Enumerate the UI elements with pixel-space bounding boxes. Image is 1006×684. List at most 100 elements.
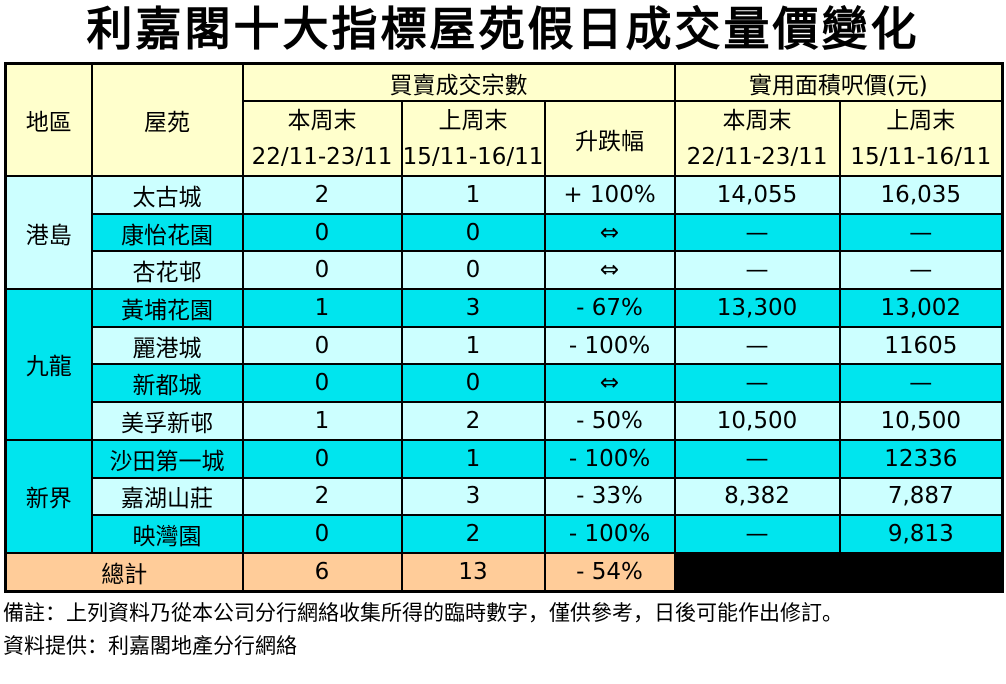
tx-last-cell: 3	[400, 288, 546, 328]
price-last-cell: —	[838, 363, 1004, 404]
tx-this-cell: 0	[241, 250, 403, 291]
header-tx-last-weekend: 上周末 15/11-16/11	[400, 100, 546, 177]
change-cell: - 100%	[543, 514, 676, 554]
header-transactions-group: 買賣成交宗數	[241, 62, 676, 102]
price-this-cell: —	[673, 325, 841, 366]
price-this-cell: 8,382	[673, 476, 841, 517]
note-line-1: 備註：上列資料乃從本公司分行網絡收集所得的臨時數字，僅供參考，日後可能作出修訂。	[3, 600, 843, 625]
change-cell: ⇔	[543, 363, 676, 404]
estate-cell: 杏花邨	[90, 250, 244, 291]
tx-last-cell: 0	[400, 363, 546, 404]
table-row: 杏花邨 0 0 ⇔ — —	[6, 250, 1004, 291]
price-last-cell: —	[838, 212, 1004, 253]
table-row: 康怡花園 0 0 ⇔ — —	[6, 212, 1004, 253]
district-cell-new-territories: 新界	[4, 438, 93, 554]
tx-this-cell: 2	[241, 476, 403, 517]
change-cell: - 33%	[543, 476, 676, 517]
header-price-last-weekend-label: 上周末	[886, 107, 956, 134]
table-body: 港島 太古城 2 1 + 100% 14,055 16,035 康怡花園 0 0…	[4, 174, 1004, 554]
tx-this-cell: 0	[241, 325, 403, 366]
header-price-last-weekend-dates: 15/11-16/11	[850, 143, 992, 170]
table-header: 地區 屋苑 買賣成交宗數 實用面積呎價(元) 本周末 22/11-23/11 上…	[4, 62, 1004, 177]
price-last-cell: 9,813	[838, 514, 1004, 554]
header-tx-this-weekend: 本周末 22/11-23/11	[241, 100, 403, 177]
table-row: 映灣園 0 2 - 100% — 9,813	[6, 514, 1004, 554]
district-cell-kowloon: 九龍	[4, 288, 93, 441]
price-this-cell: —	[673, 438, 841, 479]
estate-cell: 美孚新邨	[90, 401, 244, 441]
header-price-this-weekend: 本周末 22/11-23/11	[673, 100, 841, 177]
header-price-this-weekend-label: 本周末	[722, 107, 792, 134]
header-estate: 屋苑	[90, 62, 244, 177]
price-this-cell: 13,300	[673, 288, 841, 328]
header-tx-last-weekend-label: 上周末	[438, 107, 508, 134]
change-cell: ⇔	[543, 250, 676, 291]
header-tx-last-weekend-dates: 15/11-16/11	[402, 143, 544, 170]
price-last-cell: 7,887	[838, 476, 1004, 517]
tx-last-cell: 1	[400, 175, 546, 215]
table-row: 九龍 黃埔花園 1 3 - 67% 13,300 13,002	[4, 288, 1004, 441]
price-this-cell: —	[673, 212, 841, 253]
table-row: 美孚新邨 1 2 - 50% 10,500 10,500	[6, 401, 1004, 441]
table-row: 新界 沙田第一城 0 1 - 100% — 12336	[4, 438, 1004, 554]
estate-cell: 麗港城	[90, 325, 244, 366]
tx-last-cell: 2	[400, 401, 546, 441]
header-tx-this-weekend-label: 本周末	[287, 107, 357, 134]
price-this-cell: —	[673, 514, 841, 554]
tx-last-cell: 2	[400, 514, 546, 554]
tx-last-cell: 0	[400, 250, 546, 291]
header-change: 升跌幅	[543, 100, 676, 177]
estates-table: 地區 屋苑 買賣成交宗數 實用面積呎價(元) 本周末 22/11-23/11 上…	[4, 62, 1005, 593]
tx-last-cell: 0	[400, 212, 546, 253]
tx-this-cell: 0	[241, 212, 403, 253]
note-line-2: 資料提供：利嘉閣地產分行網絡	[3, 633, 297, 658]
page-title: 利嘉閣十大指標屋苑假日成交量價變化	[86, 2, 920, 56]
estate-cell: 新都城	[90, 363, 244, 404]
estate-cell: 黃埔花園	[90, 288, 244, 328]
header-price-group: 實用面積呎價(元)	[673, 62, 1004, 102]
change-cell: - 50%	[543, 401, 676, 441]
total-tx-this-cell: 6	[241, 551, 403, 593]
total-label-cell: 總計	[4, 551, 244, 593]
change-cell: - 100%	[543, 325, 676, 366]
tx-this-cell: 0	[241, 514, 403, 554]
change-cell: ⇔	[543, 212, 676, 253]
footnotes: 備註：上列資料乃從本公司分行網絡收集所得的臨時數字，僅供參考，日後可能作出修訂。…	[3, 600, 1006, 659]
table-row: 麗港城 0 1 - 100% — 11605	[6, 325, 1004, 366]
estate-cell: 太古城	[90, 175, 244, 215]
price-last-cell: —	[838, 250, 1004, 291]
change-cell: - 100%	[543, 438, 676, 479]
table-row: 新都城 0 0 ⇔ — —	[6, 363, 1004, 404]
total-row: 總計 6 13 - 54%	[4, 551, 1004, 593]
table-footer: 總計 6 13 - 54%	[4, 551, 1004, 593]
table-row: 港島 太古城 2 1 + 100% 14,055 16,035	[4, 174, 1004, 291]
tx-this-cell: 1	[241, 401, 403, 441]
header-tx-this-weekend-dates: 22/11-23/11	[251, 143, 393, 170]
price-last-cell: 12336	[838, 438, 1004, 479]
tx-last-cell: 1	[400, 325, 546, 366]
blackout-cell	[673, 551, 841, 593]
tx-last-cell: 3	[400, 476, 546, 517]
price-last-cell: 16,035	[838, 175, 1004, 215]
price-this-cell: 10,500	[673, 401, 841, 441]
tx-this-cell: 2	[241, 175, 403, 215]
estate-cell: 康怡花園	[90, 212, 244, 253]
district-cell-hong-kong-island: 港島	[4, 174, 93, 291]
tx-this-cell: 0	[241, 438, 403, 479]
table-row: 嘉湖山莊 2 3 - 33% 8,382 7,887	[6, 476, 1004, 517]
price-last-cell: 13,002	[838, 288, 1004, 328]
header-price-this-weekend-dates: 22/11-23/11	[686, 143, 828, 170]
estate-cell: 嘉湖山莊	[90, 476, 244, 517]
price-this-cell: 14,055	[673, 175, 841, 215]
header-district: 地區	[4, 62, 93, 177]
blackout-cell	[838, 551, 1004, 593]
change-cell: + 100%	[543, 175, 676, 215]
price-this-cell: —	[673, 250, 841, 291]
header-price-last-weekend: 上周末 15/11-16/11	[838, 100, 1004, 177]
estate-cell: 沙田第一城	[90, 438, 244, 479]
tx-this-cell: 1	[241, 288, 403, 328]
tx-last-cell: 1	[400, 438, 546, 479]
change-cell: - 67%	[543, 288, 676, 328]
price-last-cell: 10,500	[838, 401, 1004, 441]
price-last-cell: 11605	[838, 325, 1004, 366]
